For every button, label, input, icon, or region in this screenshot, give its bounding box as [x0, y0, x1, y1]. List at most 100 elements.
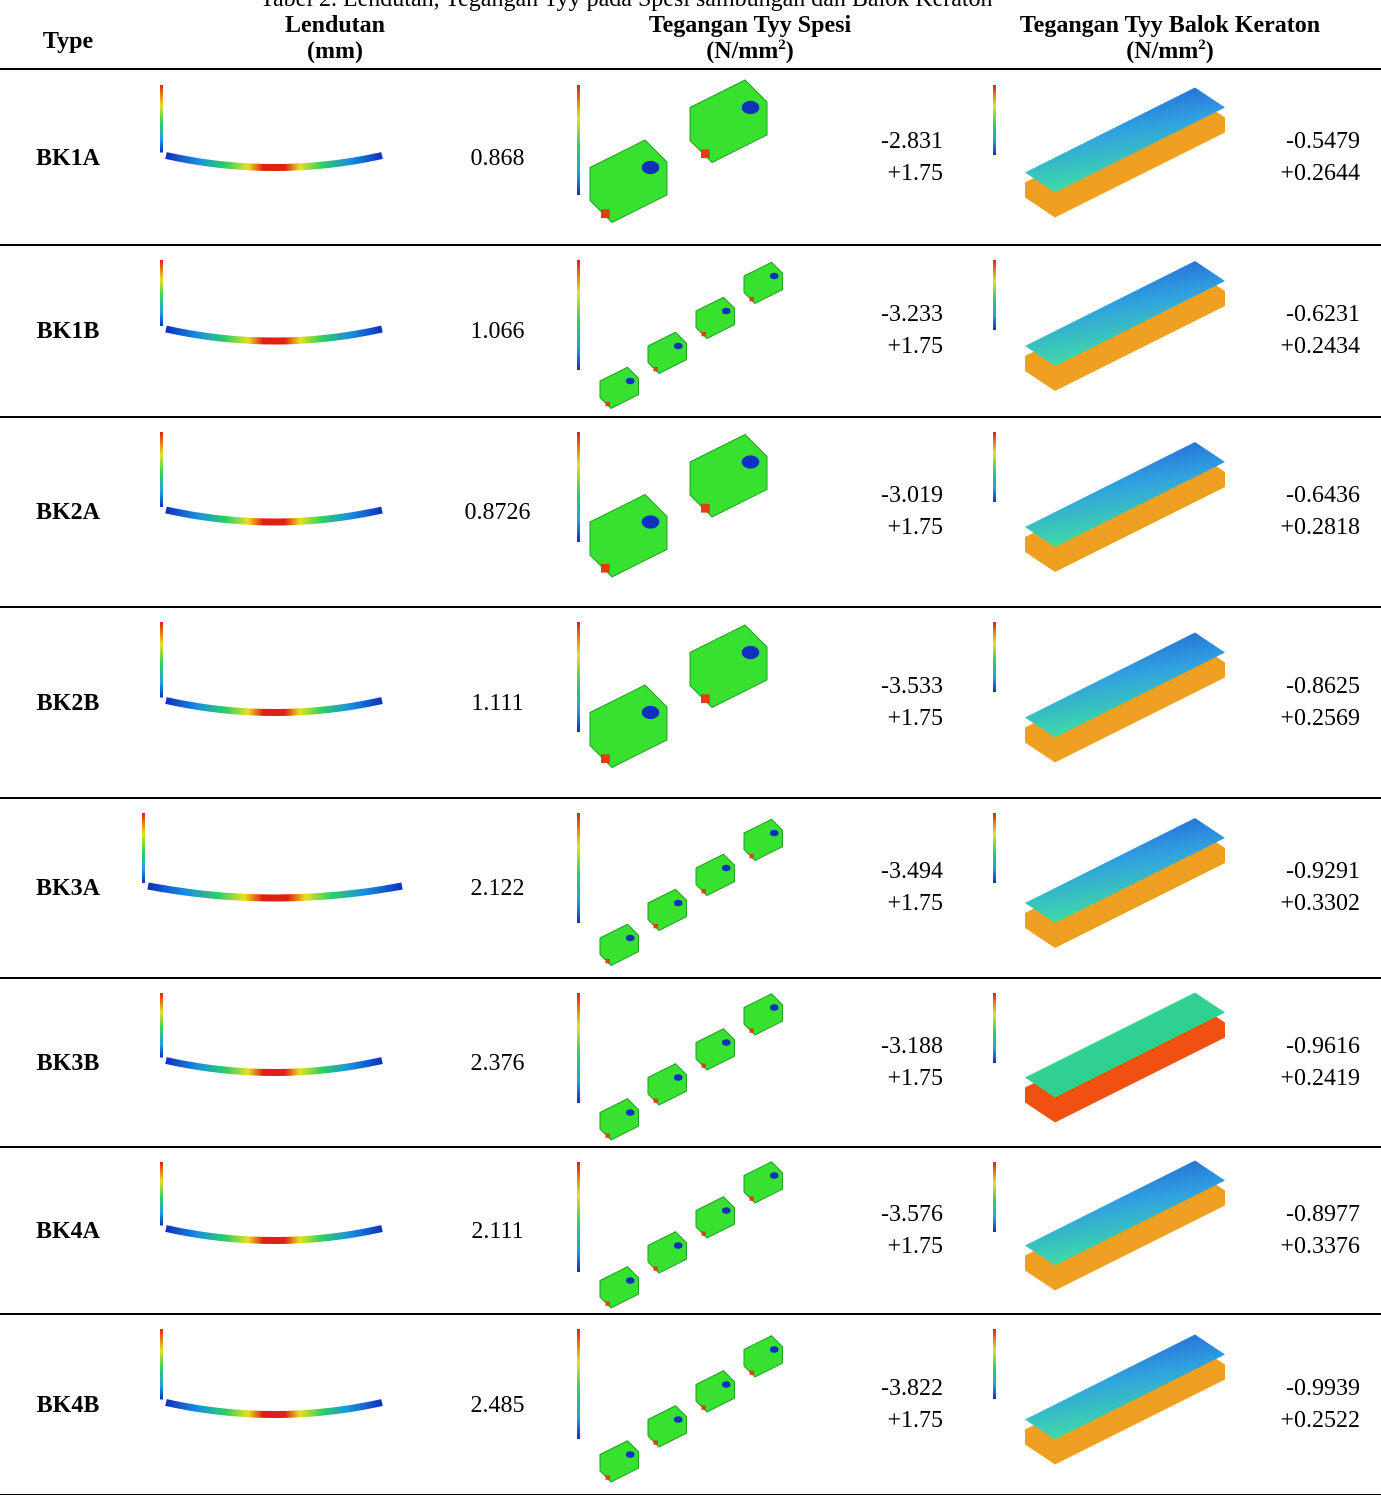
header-lendutan: Lendutan(mm): [230, 12, 440, 64]
spesi-spot: [674, 900, 683, 907]
spesi-max: +1.75: [820, 158, 943, 188]
row-rule: [0, 1313, 1381, 1315]
beam: [166, 329, 382, 341]
header-sup: 2: [778, 37, 786, 53]
spesi-foot: [654, 1098, 658, 1102]
beam: [166, 156, 382, 168]
beam: [166, 1061, 382, 1073]
legend-bar: [577, 1329, 580, 1439]
spesi-max: +1.75: [820, 1063, 943, 1093]
spesi-foot: [654, 1440, 658, 1444]
beam: [148, 886, 402, 898]
header-text: Lendutan: [285, 12, 385, 38]
legend-bar: [160, 622, 163, 698]
row-rule: [0, 606, 1381, 608]
type-cell: BK2A: [20, 497, 116, 527]
lendutan-value: 2.485: [440, 1390, 555, 1420]
legend-bar: [993, 432, 996, 502]
legend-bar: [577, 993, 580, 1103]
legend-bar: [577, 1162, 580, 1272]
type-cell: BK4B: [20, 1390, 116, 1420]
spesi-min: -3.019: [820, 480, 943, 510]
balok-max: +0.3376: [1200, 1231, 1360, 1261]
spesi-foot: [601, 564, 610, 573]
balok-max: +0.2818: [1200, 512, 1360, 542]
balok-min: -0.8977: [1200, 1199, 1360, 1229]
spesi-spot: [722, 1207, 731, 1214]
spesi-min: -3.494: [820, 856, 943, 886]
spesi-foot: [702, 1405, 706, 1409]
spesi-min: -3.533: [820, 671, 943, 701]
balok-max: +0.2522: [1200, 1405, 1360, 1435]
spesi-spot: [742, 101, 760, 114]
legend-bar: [160, 993, 163, 1058]
spesi-spot: [722, 308, 731, 315]
header-rule: [0, 68, 1381, 70]
spesi-foot: [701, 694, 710, 703]
balok-max: +0.2644: [1200, 158, 1360, 188]
header-type: Type: [20, 26, 116, 56]
row-rule: [0, 244, 1381, 246]
balok-min: -0.9939: [1200, 1373, 1360, 1403]
spesi-foot: [654, 924, 658, 928]
spesi-foot: [606, 1133, 610, 1137]
type-cell: BK3A: [20, 873, 116, 903]
spesi-min: -3.822: [820, 1373, 943, 1403]
spesi-spot: [674, 343, 683, 350]
spesi-foot: [701, 149, 710, 158]
spesi-foot: [702, 1231, 706, 1235]
header-balok: Tegangan Tyy Balok Keraton(N/mm2): [980, 12, 1360, 64]
spesi-foot: [750, 854, 754, 858]
spesi-foot: [654, 1266, 658, 1270]
lendutan-value: 1.066: [440, 316, 555, 346]
spesi-spot: [626, 378, 635, 385]
spesi-spot: [770, 830, 779, 837]
spesi-foot: [750, 1370, 754, 1374]
type-cell: BK2B: [20, 688, 116, 718]
header-unit: (N/mm: [1126, 38, 1198, 64]
legend-bar: [160, 85, 163, 153]
spesi-spot: [722, 1381, 731, 1388]
header-unit: (N/mm: [706, 38, 778, 64]
balok-max: +0.3302: [1200, 888, 1360, 918]
legend-bar: [577, 622, 580, 732]
spesi-max: +1.75: [820, 888, 943, 918]
header-sup: 2: [1198, 37, 1206, 53]
spesi-spot: [642, 515, 660, 528]
spesi-spot: [626, 1451, 635, 1458]
spesi-foot: [606, 1475, 610, 1479]
spesi-spot: [626, 1277, 635, 1284]
type-cell: BK1B: [20, 316, 116, 346]
legend-bar: [160, 260, 163, 326]
spesi-spot: [642, 161, 660, 174]
illustrations: [0, 0, 1381, 1495]
spesi-max: +1.75: [820, 331, 943, 361]
balok-min: -0.9616: [1200, 1031, 1360, 1061]
lendutan-value: 2.111: [440, 1216, 555, 1246]
spesi-spot: [722, 1039, 731, 1046]
page: Tabel 2. Lendutan, Tegangan Tyy pada Spe…: [0, 0, 1381, 1495]
header-text: Tegangan Tyy Balok Keraton: [1020, 12, 1320, 38]
row-rule: [0, 977, 1381, 979]
spesi-max: +1.75: [820, 1231, 943, 1261]
header-spesi: Tegangan Tyy Spesi(N/mm2): [600, 12, 900, 64]
spesi-foot: [606, 1301, 610, 1305]
spesi-spot: [674, 1074, 683, 1081]
spesi-min: -3.576: [820, 1199, 943, 1229]
beam: [166, 1403, 382, 1415]
spesi-spot: [770, 273, 779, 280]
legend-bar: [577, 432, 580, 542]
spesi-foot: [702, 1063, 706, 1067]
spesi-foot: [750, 297, 754, 301]
spesi-max: +1.75: [820, 1405, 943, 1435]
spesi-spot: [674, 1416, 683, 1423]
legend-bar: [993, 622, 996, 692]
legend-bar: [993, 1329, 996, 1399]
row-rule: [0, 416, 1381, 418]
lendutan-value: 0.868: [440, 143, 555, 173]
legend-bar: [160, 432, 163, 507]
legend-bar: [142, 813, 145, 883]
balok-max: +0.2434: [1200, 331, 1360, 361]
row-rule: [0, 797, 1381, 799]
lendutan-value: 2.122: [440, 873, 555, 903]
